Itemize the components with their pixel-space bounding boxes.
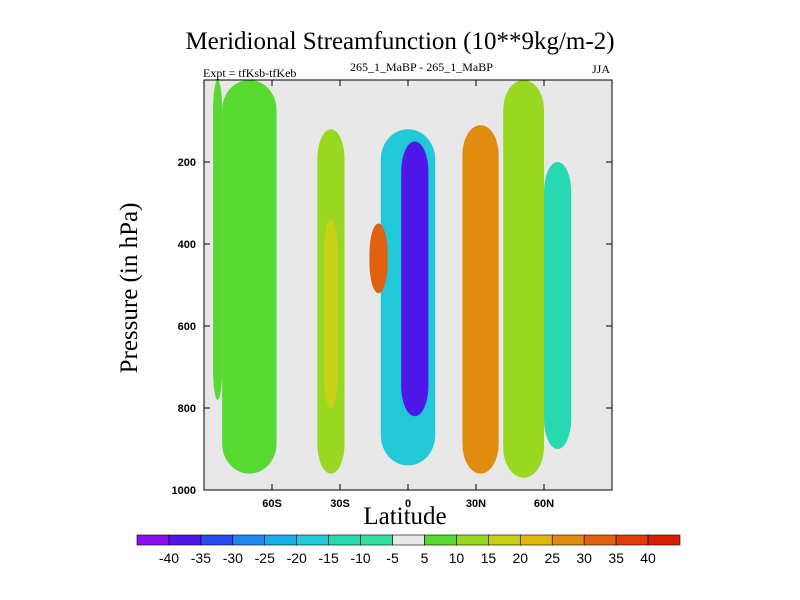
colorbar-label: 20	[513, 550, 529, 566]
colorbar-swatch	[424, 534, 457, 546]
northern-orange-band	[462, 125, 499, 474]
southern-orange-cell	[369, 223, 388, 294]
x-tick-label: 60N	[534, 498, 554, 510]
colorbar-swatch	[264, 534, 298, 546]
colorbar-label: 30	[576, 550, 592, 566]
colorbar-swatch	[488, 534, 521, 546]
colorbar-label: 5	[421, 550, 429, 566]
northern-green-band	[503, 80, 544, 478]
northern-blue-band	[544, 162, 572, 449]
colorbar-swatch	[232, 534, 266, 546]
colorbar-swatch	[456, 534, 489, 546]
x-tick-label: 0	[405, 498, 411, 510]
y-tick-label: 600	[178, 321, 196, 333]
colorbar-label: -25	[255, 550, 275, 566]
colorbar-label: 40	[640, 550, 656, 566]
colorbar-label: -10	[350, 550, 370, 566]
west-edge-band	[213, 80, 223, 400]
colorbar-swatch	[647, 534, 681, 546]
y-tick-label: 1000	[172, 485, 196, 497]
y-tick-label: 800	[178, 403, 196, 415]
colorbar-swatch	[200, 534, 234, 546]
y-tick-label: 200	[178, 157, 196, 169]
x-tick-label: 60S	[262, 498, 282, 510]
y-tick-label: 400	[178, 239, 196, 251]
colorbar-label: -5	[386, 550, 399, 566]
colorbar-label: 10	[449, 550, 465, 566]
colorbar-swatch	[168, 534, 202, 546]
colorbar-label: 15	[481, 550, 497, 566]
season-label: JJA	[592, 62, 611, 76]
x-tick-label: 30S	[330, 498, 350, 510]
x-tick-label: 30N	[466, 498, 486, 510]
southern-yellow-band	[324, 219, 338, 408]
southern-cyan-band	[222, 80, 277, 474]
colorbar-swatch	[360, 534, 393, 546]
colorbar-label: -20	[287, 550, 307, 566]
colorbar: -40 -35 -30 -25 -20 -15 -10 -5 5 10 15 20 25 30 35 40	[136, 534, 681, 566]
colorbar-label: -35	[191, 550, 211, 566]
colorbar-swatch	[615, 534, 649, 546]
chart-title: Meridional Streamfunction (10**9kg/m-2)	[185, 28, 615, 55]
colorbar-swatch	[392, 534, 425, 546]
difference-label: 265_1_MaBP - 265_1_MaBP	[350, 60, 493, 74]
colorbar-label: -30	[223, 550, 243, 566]
contour-fields	[213, 80, 572, 478]
colorbar-swatch	[296, 534, 329, 546]
colorbar-swatch	[583, 534, 617, 546]
colorbar-swatch	[136, 534, 170, 546]
axis-ticks: 60S 30S 0 30N 60N 200 400 600 800 1000	[172, 80, 612, 510]
purple-core	[401, 141, 429, 417]
x-axis-label: Latitude	[363, 503, 447, 530]
experiment-label: Expt = tfKsb-tfKeb	[203, 66, 297, 80]
colorbar-label: -40	[159, 550, 179, 566]
colorbar-swatch	[551, 534, 585, 546]
colorbar-swatch	[328, 534, 361, 546]
colorbar-label: 35	[608, 550, 624, 566]
colorbar-label: 25	[544, 550, 560, 566]
colorbar-label: -15	[319, 550, 339, 566]
colorbar-swatch	[519, 534, 553, 546]
